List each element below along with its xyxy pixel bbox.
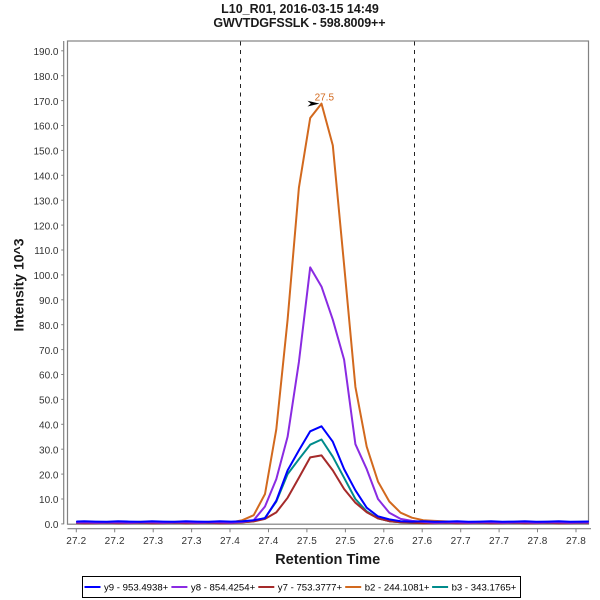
svg-text:27.5: 27.5 bbox=[335, 536, 355, 547]
svg-text:40.0: 40.0 bbox=[39, 421, 59, 432]
svg-text:27.3: 27.3 bbox=[182, 536, 202, 547]
svg-text:110.0: 110.0 bbox=[34, 246, 59, 257]
svg-text:y8 - 854.4254+: y8 - 854.4254+ bbox=[191, 582, 256, 593]
svg-text:180.0: 180.0 bbox=[33, 72, 58, 83]
svg-text:160.0: 160.0 bbox=[33, 122, 58, 133]
svg-text:90.0: 90.0 bbox=[39, 296, 59, 307]
svg-text:60.0: 60.0 bbox=[39, 371, 59, 382]
svg-text:190.0: 190.0 bbox=[33, 47, 58, 58]
svg-text:27.4: 27.4 bbox=[258, 536, 278, 547]
svg-text:27.5: 27.5 bbox=[315, 92, 335, 103]
svg-text:20.0: 20.0 bbox=[39, 470, 59, 481]
svg-text:80.0: 80.0 bbox=[39, 321, 59, 332]
svg-text:0.0: 0.0 bbox=[45, 520, 59, 531]
svg-text:27.4: 27.4 bbox=[220, 536, 240, 547]
svg-text:27.2: 27.2 bbox=[66, 536, 86, 547]
svg-text:GWVTDGFSSLK - 598.8009++: GWVTDGFSSLK - 598.8009++ bbox=[213, 16, 385, 30]
svg-text:27.3: 27.3 bbox=[143, 536, 163, 547]
svg-text:b2 - 244.1081+: b2 - 244.1081+ bbox=[365, 582, 430, 593]
svg-text:170.0: 170.0 bbox=[33, 97, 58, 108]
svg-text:27.7: 27.7 bbox=[451, 536, 471, 547]
svg-text:70.0: 70.0 bbox=[39, 346, 59, 357]
svg-text:27.6: 27.6 bbox=[374, 536, 394, 547]
svg-text:130.0: 130.0 bbox=[33, 196, 58, 207]
svg-text:100.0: 100.0 bbox=[33, 271, 58, 282]
svg-text:Intensity 10^3: Intensity 10^3 bbox=[10, 238, 26, 331]
svg-text:27.6: 27.6 bbox=[412, 536, 432, 547]
svg-text:Retention Time: Retention Time bbox=[275, 552, 380, 568]
svg-text:y9 - 953.4938+: y9 - 953.4938+ bbox=[104, 582, 169, 593]
svg-text:10.0: 10.0 bbox=[39, 495, 59, 506]
svg-text:27.2: 27.2 bbox=[105, 536, 125, 547]
svg-text:27.8: 27.8 bbox=[527, 536, 547, 547]
svg-text:30.0: 30.0 bbox=[39, 445, 59, 456]
svg-text:150.0: 150.0 bbox=[33, 147, 58, 158]
svg-text:140.0: 140.0 bbox=[33, 172, 58, 183]
svg-text:y7 - 753.3777+: y7 - 753.3777+ bbox=[278, 582, 343, 593]
svg-text:b3 - 343.1765+: b3 - 343.1765+ bbox=[452, 582, 517, 593]
svg-text:27.8: 27.8 bbox=[566, 536, 586, 547]
svg-text:27.7: 27.7 bbox=[489, 536, 509, 547]
svg-text:L10_R01, 2016-03-15 14:49: L10_R01, 2016-03-15 14:49 bbox=[221, 2, 379, 16]
svg-text:120.0: 120.0 bbox=[33, 221, 58, 232]
svg-text:50.0: 50.0 bbox=[39, 396, 59, 407]
svg-text:27.5: 27.5 bbox=[297, 536, 317, 547]
